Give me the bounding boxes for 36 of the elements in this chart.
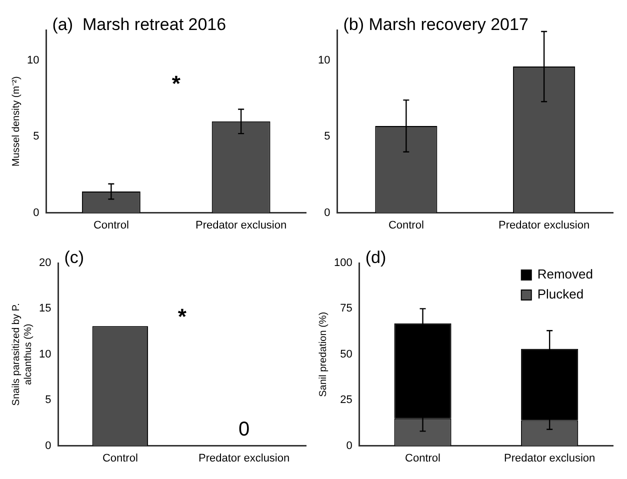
y-axis-title: Sanil predation (%) (318, 312, 329, 397)
annotation: * (178, 304, 187, 329)
chart-title: (d) (365, 248, 386, 268)
y-tick-label: 0 (45, 440, 52, 452)
y-tick-label: 50 (340, 348, 352, 360)
y-tick-label: 0 (324, 206, 330, 219)
y-tick-label: 10 (26, 54, 40, 66)
y-tick-label: 10 (38, 348, 52, 360)
annotation: * (172, 70, 181, 96)
y-tick-label: 0 (346, 440, 352, 452)
x-tick-label: Control (93, 219, 129, 232)
x-tick-label: Control (102, 452, 138, 464)
x-tick-label: Predator exclusion (198, 452, 290, 464)
x-tick-label: Control (405, 452, 440, 464)
y-tick-label: 5 (45, 394, 52, 406)
y-tick-label: 20 (38, 257, 52, 270)
legend-label: Removed (537, 266, 594, 282)
x-tick-label: Control (388, 219, 424, 232)
chart-title: (a) Marsh retreat 2016 (52, 15, 226, 34)
y-axis-title: Snails parasitized by P. alcanthus (%) (10, 303, 34, 406)
x-tick-label: Predator exclusion (498, 219, 590, 232)
y-tick-label: 15 (38, 302, 52, 315)
y-tick-label: 0 (33, 206, 40, 219)
y-tick-label: 25 (340, 394, 352, 406)
chart-title: (c) (64, 248, 84, 268)
y-tick-label: 5 (324, 130, 330, 143)
y-tick-label: 75 (340, 302, 352, 315)
legend-label: Plucked (537, 286, 584, 302)
x-tick-label: Predator exclusion (504, 452, 596, 464)
data-label: 0 (238, 418, 250, 440)
y-tick-label: 5 (33, 130, 40, 143)
y-axis-title: Mussel density (m⁻²) (10, 76, 22, 167)
y-tick-label: 10 (318, 54, 330, 66)
chart-title: (b) Marsh recovery 2017 (343, 15, 528, 34)
y-tick-label: 100 (334, 257, 352, 270)
x-tick-label: Predator exclusion (196, 219, 287, 232)
